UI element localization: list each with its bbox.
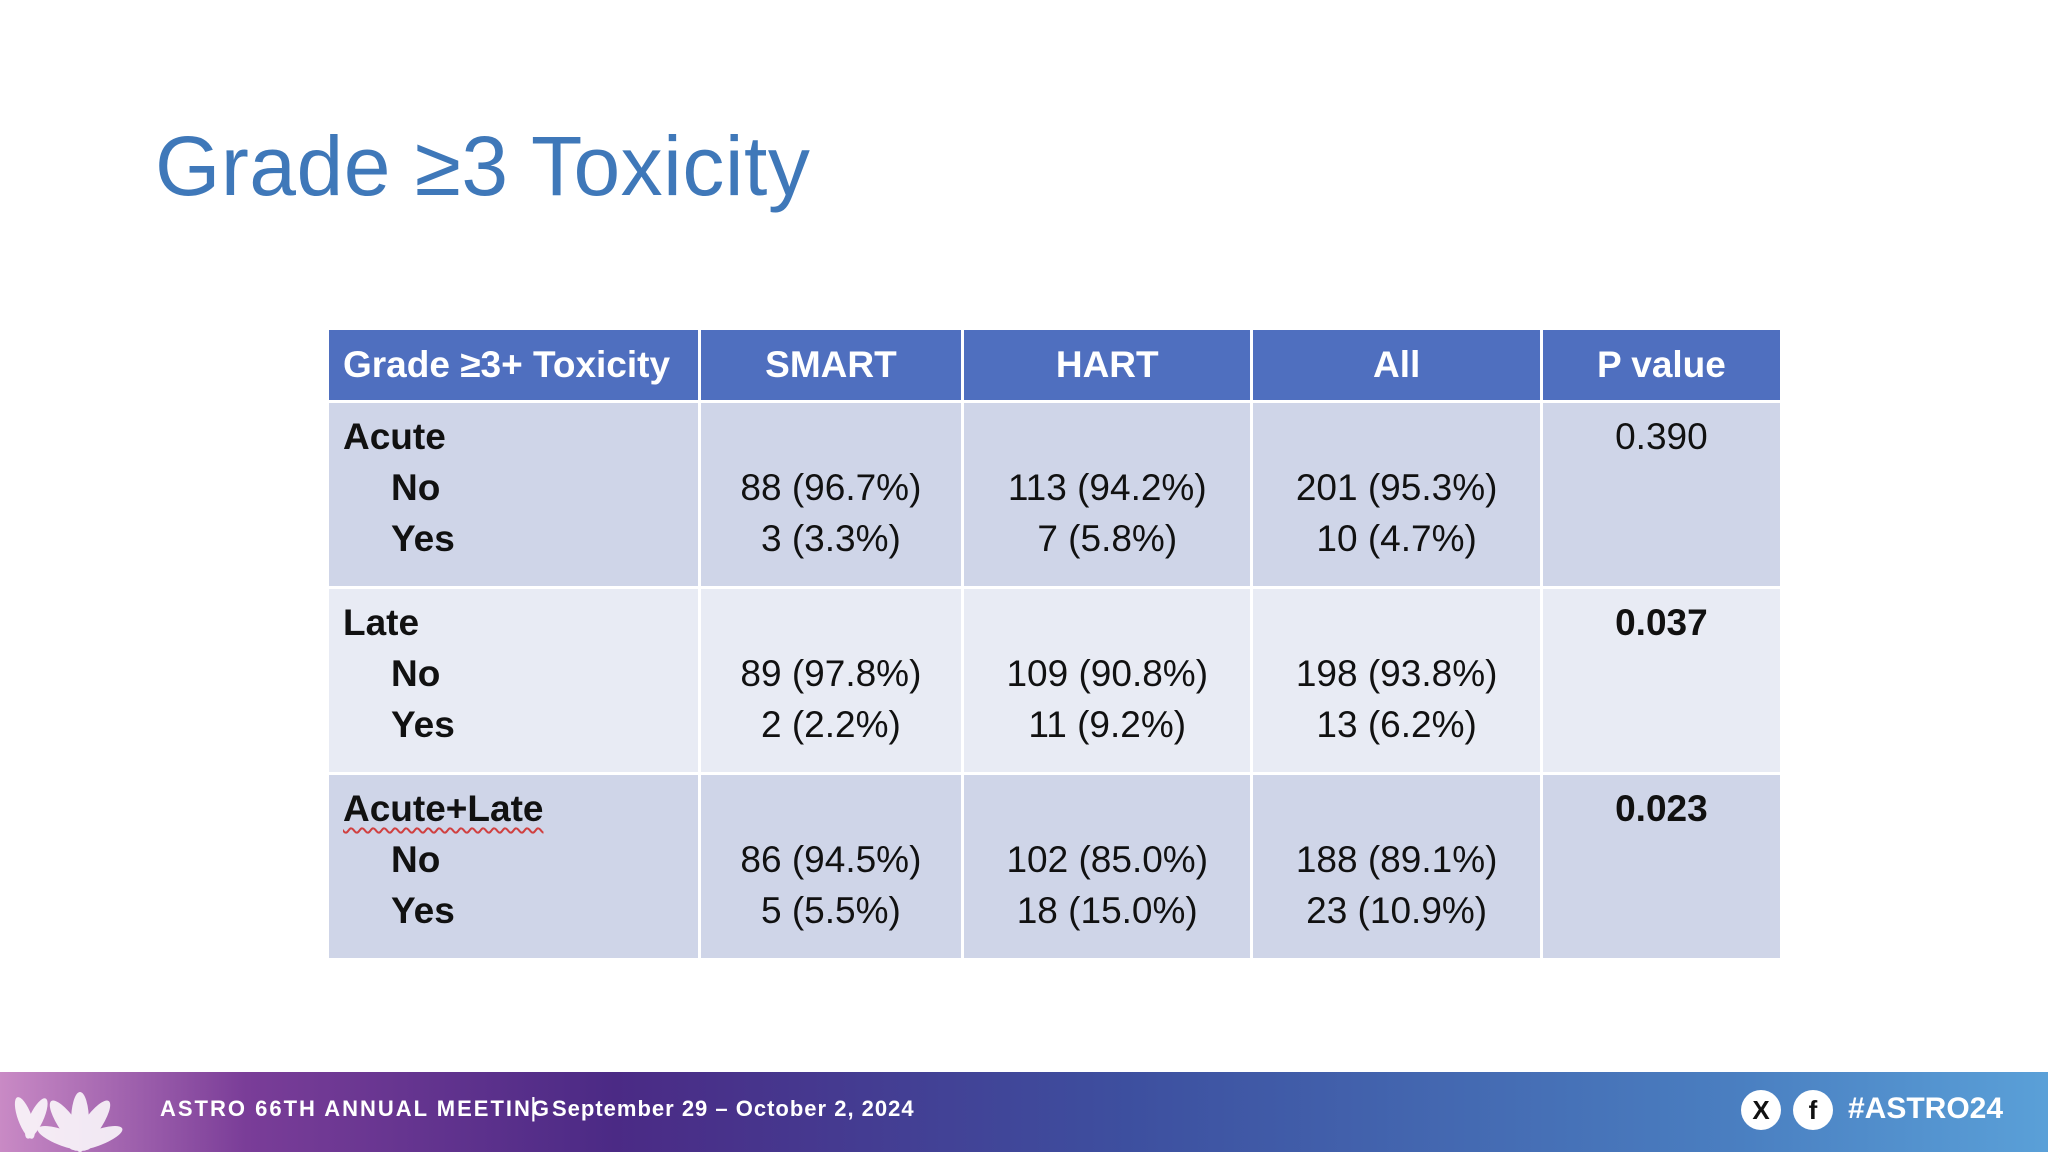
sub-label-yes: Yes xyxy=(391,890,455,931)
sub-label-no: No xyxy=(391,839,441,880)
hart-no-value: 102 (85.0%) xyxy=(1006,839,1209,880)
sub-label-yes: Yes xyxy=(391,518,455,559)
sub-label-no: No xyxy=(391,653,441,694)
row-label: Acute+Late xyxy=(343,788,544,829)
row-label-cell: Acute No Yes xyxy=(326,400,701,589)
hart-cell: 102 (85.0%) 18 (15.0%) xyxy=(961,772,1254,961)
header-all: All xyxy=(1250,327,1543,403)
row-label: Acute xyxy=(343,416,446,457)
smart-no-value: 88 (96.7%) xyxy=(740,467,922,508)
row-label-cell: Acute+Late No Yes xyxy=(326,772,701,961)
all-no-value: 198 (93.8%) xyxy=(1295,653,1498,694)
slide-title: Grade ≥3 Toxicity xyxy=(155,119,811,213)
table-row-late: Late No Yes 89 (97.8%) 2 (2.2%) 109 (90.… xyxy=(326,586,1784,775)
hart-yes-value: 18 (15.0%) xyxy=(1016,890,1198,931)
smart-cell: 88 (96.7%) 3 (3.3%) xyxy=(697,400,965,589)
p-value-cell: 0.390 xyxy=(1539,400,1784,589)
header-hart: HART xyxy=(961,327,1254,403)
all-cell: 198 (93.8%) 13 (6.2%) xyxy=(1250,586,1543,775)
facebook-icon[interactable]: f xyxy=(1793,1090,1833,1130)
astro-flower-logo-icon xyxy=(14,1092,123,1152)
all-no-value: 188 (89.1%) xyxy=(1295,839,1498,880)
all-yes-value: 23 (10.9%) xyxy=(1306,890,1488,931)
table-row-acute: Acute No Yes 88 (96.7%) 3 (3.3%) 113 (94… xyxy=(326,400,1784,589)
hart-cell: 109 (90.8%) 11 (9.2%) xyxy=(961,586,1254,775)
smart-cell: 86 (94.5%) 5 (5.5%) xyxy=(697,772,965,961)
all-cell: 188 (89.1%) 23 (10.9%) xyxy=(1250,772,1543,961)
p-value: 0.390 xyxy=(1615,416,1708,457)
smart-cell: 89 (97.8%) 2 (2.2%) xyxy=(697,586,965,775)
sub-label-no: No xyxy=(391,467,441,508)
x-social-icon[interactable]: X xyxy=(1741,1090,1781,1130)
p-value-cell: 0.023 xyxy=(1539,772,1784,961)
p-value-cell: 0.037 xyxy=(1539,586,1784,775)
hart-no-value: 113 (94.2%) xyxy=(1007,467,1207,508)
smart-yes-value: 3 (3.3%) xyxy=(760,518,901,559)
smart-yes-value: 5 (5.5%) xyxy=(760,890,901,931)
row-label: Late xyxy=(343,602,420,643)
hart-cell: 113 (94.2%) 7 (5.8%) xyxy=(961,400,1254,589)
meeting-dates: September 29 – October 2, 2024 xyxy=(552,1096,915,1121)
header-p-value: P value xyxy=(1539,327,1784,403)
smart-no-value: 89 (97.8%) xyxy=(740,653,922,694)
meeting-name: ASTRO 66TH ANNUAL MEETING xyxy=(160,1096,552,1121)
all-cell: 201 (95.3%) 10 (4.7%) xyxy=(1250,400,1543,589)
hart-yes-value: 11 (9.2%) xyxy=(1028,704,1187,745)
header-smart: SMART xyxy=(697,327,965,403)
p-value: 0.023 xyxy=(1615,788,1708,829)
p-value: 0.037 xyxy=(1615,602,1708,643)
smart-no-value: 86 (94.5%) xyxy=(740,839,922,880)
header-toxicity: Grade ≥3+ Toxicity xyxy=(326,327,701,403)
hart-no-value: 109 (90.8%) xyxy=(1006,653,1209,694)
sub-label-yes: Yes xyxy=(391,704,455,745)
all-yes-value: 10 (4.7%) xyxy=(1316,518,1477,559)
smart-yes-value: 2 (2.2%) xyxy=(760,704,901,745)
footer-separator: | xyxy=(530,1092,537,1122)
table-row-acute-late: Acute+Late No Yes 86 (94.5%) 5 (5.5%) 10… xyxy=(326,772,1784,961)
toxicity-table: Grade ≥3+ Toxicity SMART HART All P valu… xyxy=(326,327,1784,961)
hashtag: #ASTRO24 xyxy=(1848,1092,2004,1125)
all-no-value: 201 (95.3%) xyxy=(1295,467,1498,508)
footer-bar: ASTRO 66TH ANNUAL MEETING | September 29… xyxy=(0,1072,2048,1152)
table-header-row: Grade ≥3+ Toxicity SMART HART All P valu… xyxy=(326,327,1784,403)
row-label-cell: Late No Yes xyxy=(326,586,701,775)
all-yes-value: 13 (6.2%) xyxy=(1316,704,1477,745)
hart-yes-value: 7 (5.8%) xyxy=(1037,518,1178,559)
